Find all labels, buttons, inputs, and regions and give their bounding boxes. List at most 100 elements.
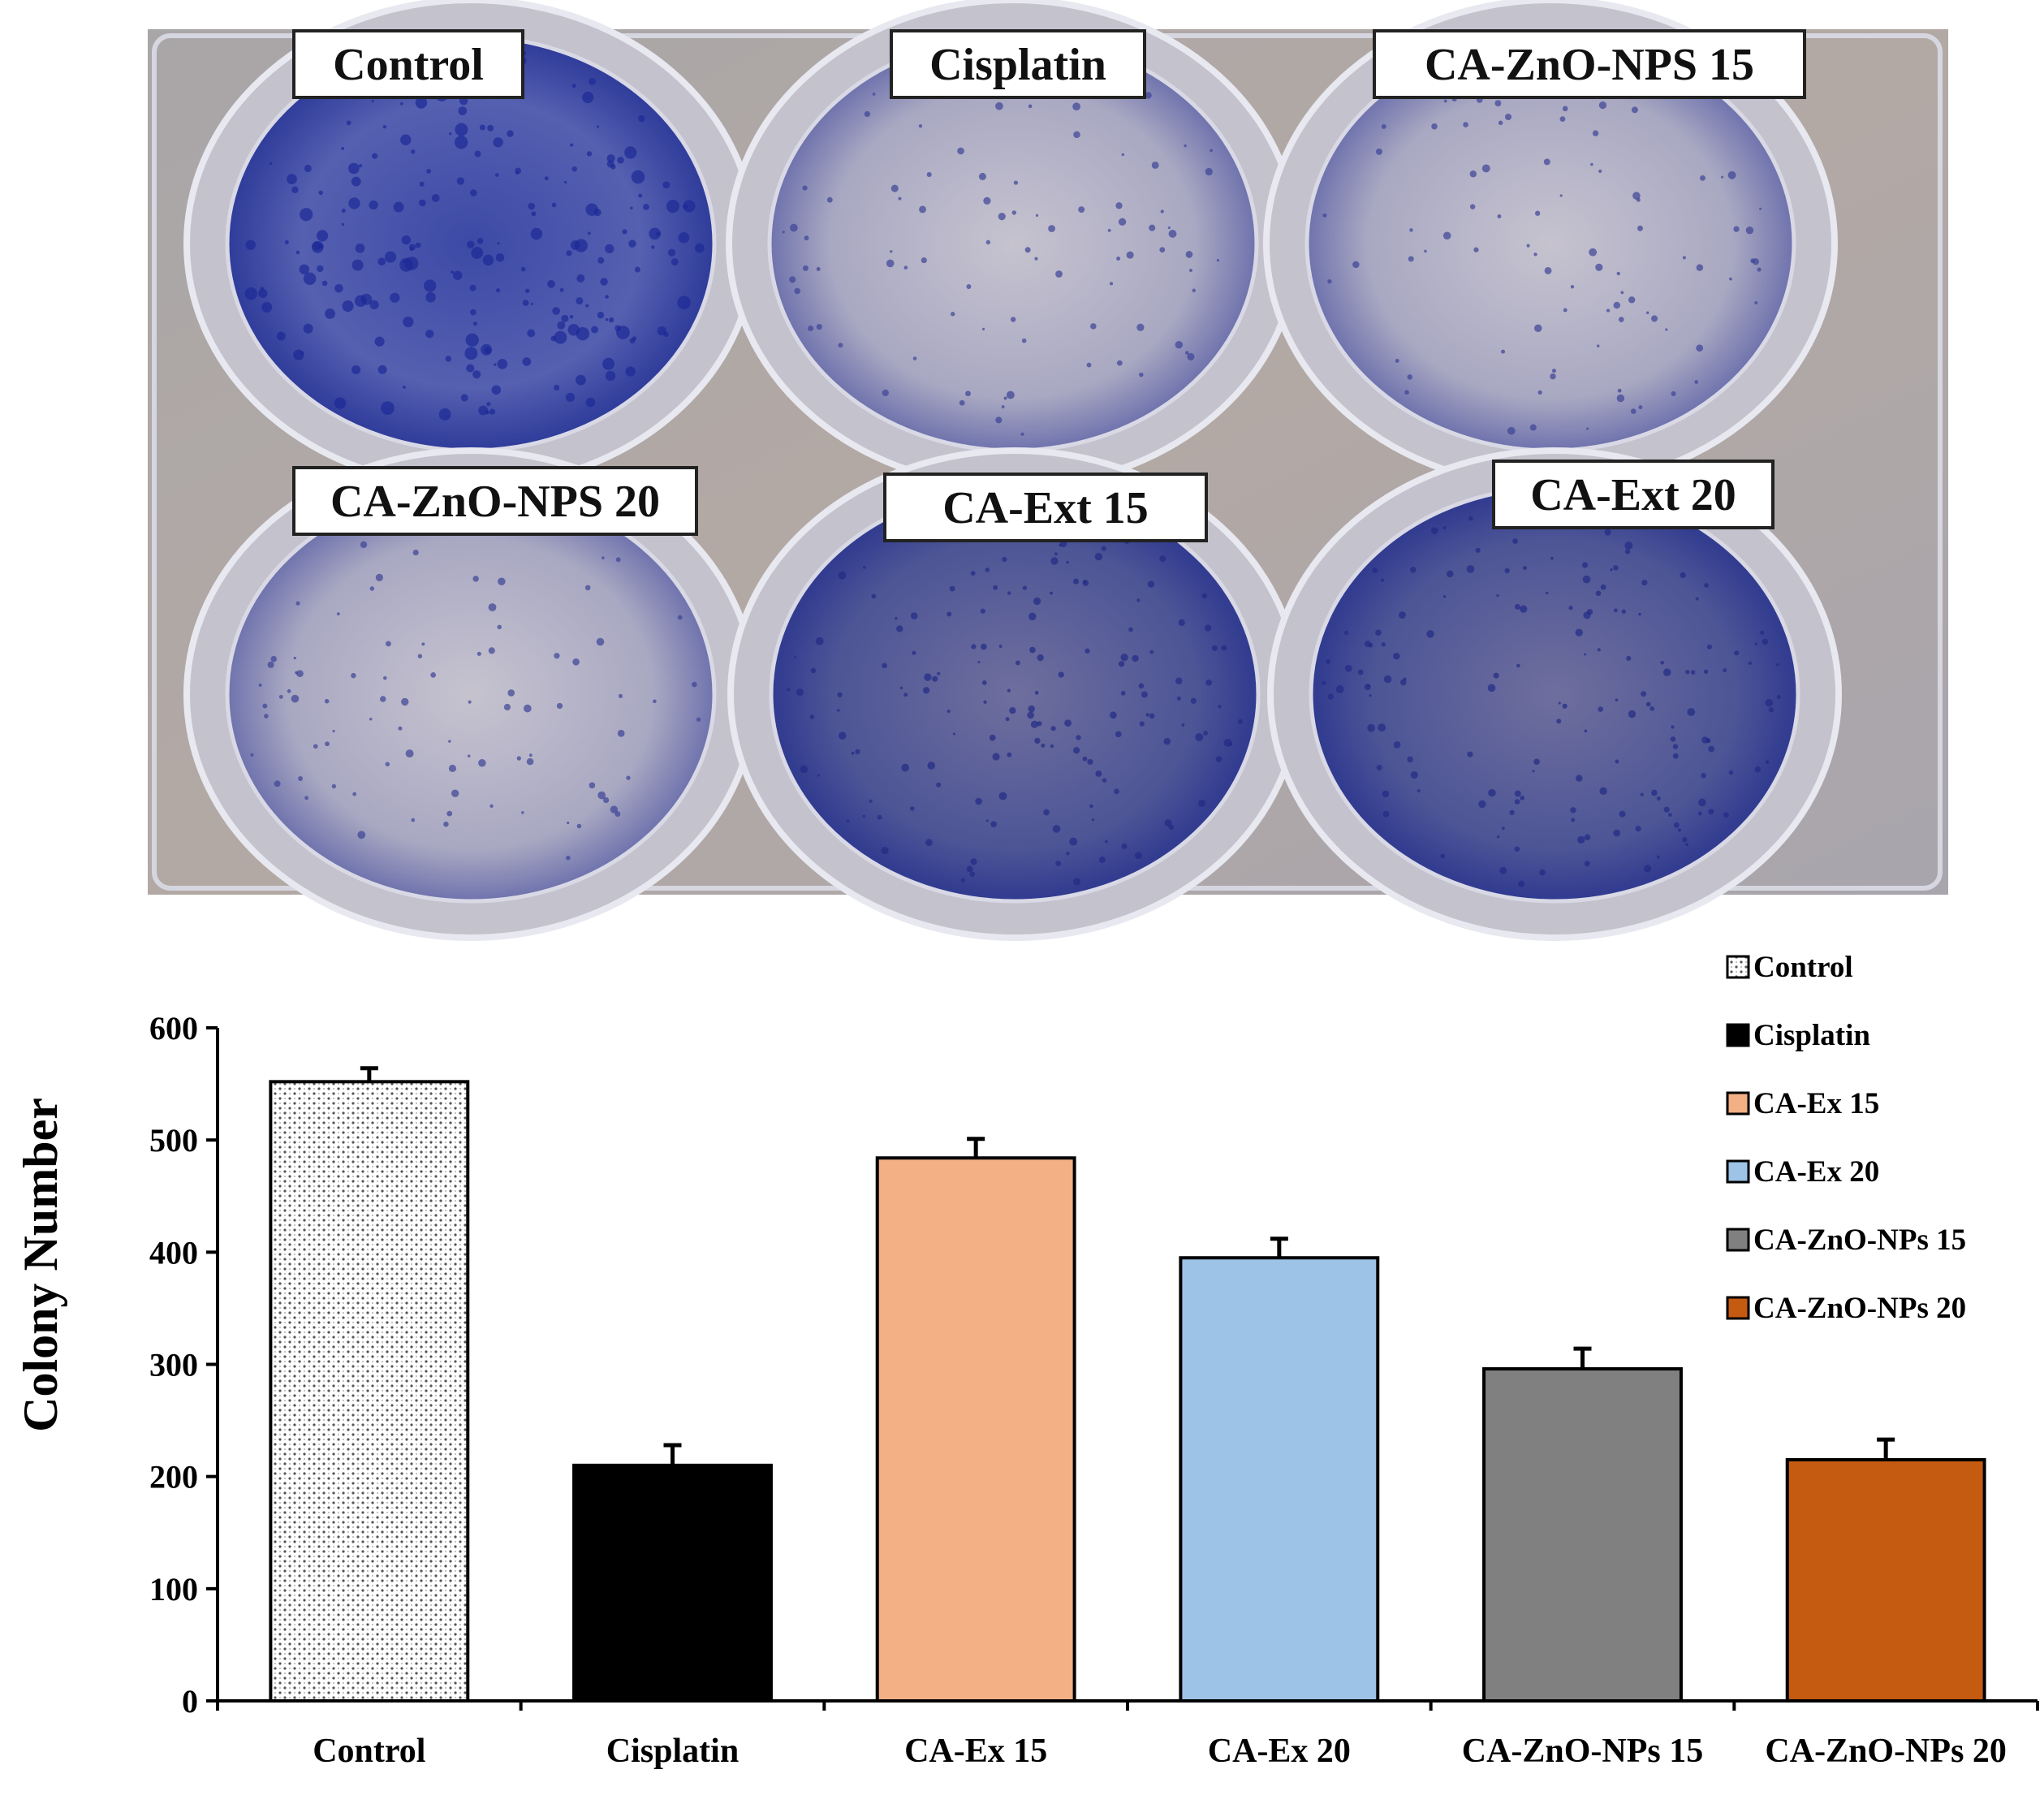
colony-dot bbox=[1185, 351, 1189, 355]
colony-dot bbox=[491, 385, 502, 395]
colony-dot bbox=[1201, 593, 1208, 599]
colony-dot bbox=[1617, 388, 1622, 393]
colony-dot bbox=[495, 288, 501, 293]
colony-dot bbox=[998, 645, 1003, 648]
bar-cisplatin bbox=[572, 1463, 773, 1703]
colony-dot bbox=[1723, 812, 1729, 818]
colony-dot bbox=[1227, 741, 1233, 747]
colony-dot bbox=[796, 688, 804, 697]
colony-dot bbox=[1475, 547, 1481, 553]
colony-dot bbox=[882, 662, 887, 669]
colony-dot bbox=[1007, 591, 1011, 595]
colony-dot bbox=[1638, 612, 1641, 616]
colony-dot bbox=[1168, 230, 1177, 238]
colony-dot bbox=[1322, 680, 1326, 685]
colony-dot bbox=[360, 541, 368, 549]
colony-dot bbox=[561, 314, 569, 322]
colony-dot bbox=[846, 819, 850, 823]
colony-dot bbox=[1656, 855, 1660, 859]
colony-dot bbox=[530, 227, 543, 240]
colony-dot bbox=[451, 270, 454, 274]
colony-dot bbox=[1760, 630, 1765, 635]
colony-dot bbox=[677, 615, 683, 620]
colony-dot bbox=[666, 200, 679, 214]
colony-dot bbox=[1028, 705, 1035, 713]
colony-dot bbox=[1431, 123, 1438, 130]
colony-dot bbox=[626, 775, 631, 780]
colony-dot bbox=[978, 172, 986, 180]
colony-dot bbox=[383, 675, 387, 680]
colony-dot bbox=[1665, 328, 1668, 331]
colony-dot bbox=[1748, 661, 1753, 665]
colony-dot bbox=[576, 296, 584, 305]
colony-dot bbox=[1118, 661, 1125, 667]
colony-dot bbox=[605, 370, 616, 382]
colony-dot bbox=[258, 683, 262, 688]
colony-dot bbox=[1706, 644, 1712, 650]
colony-dot bbox=[810, 667, 817, 674]
colony-dot bbox=[385, 251, 397, 263]
colony-dot bbox=[1066, 851, 1070, 856]
colony-dot bbox=[862, 566, 866, 569]
colony-dot bbox=[369, 200, 378, 210]
colony-dot bbox=[244, 287, 257, 300]
colony-dot bbox=[896, 625, 903, 632]
colony-dot bbox=[1559, 116, 1566, 122]
colony-dot bbox=[1626, 655, 1632, 661]
colony-dot bbox=[1698, 798, 1706, 807]
colony-dot bbox=[1443, 99, 1447, 103]
colony-dot bbox=[1584, 653, 1587, 656]
colony-dot bbox=[622, 229, 627, 235]
colony-dot bbox=[667, 248, 676, 257]
colony-dot bbox=[1499, 866, 1507, 874]
colony-dot bbox=[1104, 839, 1108, 844]
colony-dot bbox=[1584, 729, 1588, 733]
colony-dot bbox=[438, 408, 451, 421]
colony-dot bbox=[1583, 611, 1591, 619]
colony-dot bbox=[1663, 806, 1670, 813]
colony-dot bbox=[497, 624, 502, 630]
colony-dot bbox=[937, 671, 941, 675]
colony-dot bbox=[468, 700, 472, 704]
colony-dot bbox=[293, 656, 296, 660]
colony-dot bbox=[1091, 818, 1095, 822]
colony-dot bbox=[1195, 733, 1204, 742]
colony-dot bbox=[1765, 698, 1774, 707]
colony-dot bbox=[589, 78, 596, 85]
well-stain bbox=[769, 485, 1261, 904]
colony-dot bbox=[377, 365, 387, 374]
colony-dot bbox=[1164, 819, 1172, 827]
colony-dot bbox=[608, 317, 614, 323]
colony-dot bbox=[494, 363, 497, 366]
colony-dot bbox=[1109, 711, 1117, 719]
colony-dot bbox=[369, 586, 375, 591]
colony-dot bbox=[1369, 694, 1372, 697]
colony-dot bbox=[1035, 214, 1039, 217]
colony-dot bbox=[312, 241, 321, 251]
y-tick-label: 500 bbox=[149, 1122, 198, 1159]
colony-dot bbox=[261, 301, 273, 313]
colony-dot bbox=[1534, 324, 1542, 333]
colony-dot bbox=[250, 753, 254, 757]
colony-dot bbox=[556, 702, 563, 710]
colony-dot bbox=[1381, 123, 1386, 129]
colony-dot bbox=[477, 651, 481, 656]
colony-dot bbox=[321, 280, 328, 287]
y-tick-label: 600 bbox=[149, 1010, 198, 1047]
colony-dot bbox=[1030, 720, 1039, 728]
colony-dot bbox=[1006, 391, 1015, 399]
colony-dot bbox=[995, 101, 1003, 110]
colony-dot bbox=[678, 231, 690, 244]
colony-dot bbox=[890, 184, 899, 192]
colony-dot bbox=[1680, 572, 1686, 579]
colony-dot bbox=[959, 399, 965, 406]
well-label: Cisplatin bbox=[929, 40, 1106, 90]
colony-dot bbox=[424, 279, 437, 292]
colony-dot bbox=[526, 757, 534, 766]
colony-dot bbox=[1544, 266, 1552, 274]
colony-dot bbox=[1138, 683, 1145, 689]
colony-dot bbox=[460, 394, 468, 402]
colony-dot bbox=[331, 783, 337, 789]
colony-dot bbox=[816, 323, 822, 330]
colony-dot bbox=[426, 168, 432, 174]
